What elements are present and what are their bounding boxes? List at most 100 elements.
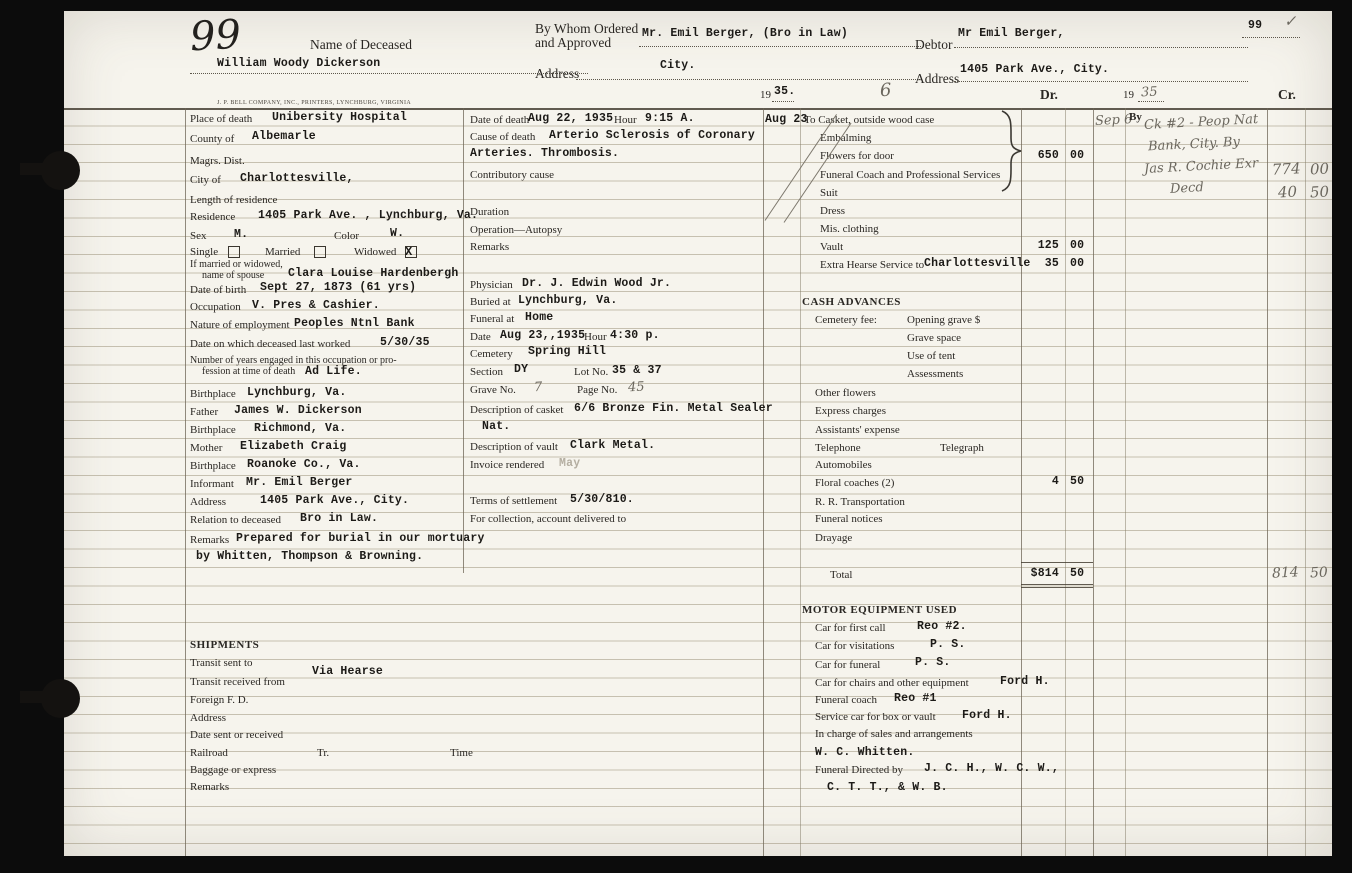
pencil-mark-6: 6	[879, 79, 892, 102]
motor-label: Car for funeral	[815, 659, 881, 671]
field-label: Foreign F. D.	[190, 694, 249, 706]
total-rule-bottom1	[1021, 584, 1093, 585]
charge-desc: To Casket, outside wood case	[804, 114, 935, 126]
charge-amount-dollars: 35	[1044, 257, 1059, 270]
field-label: Color	[334, 230, 360, 242]
motor-value: Reo #2.	[917, 620, 967, 633]
field-label: Date on which deceased last worked	[190, 338, 351, 350]
field-label: Date of death	[470, 114, 530, 126]
credit-date-handwritten: Sep 6	[1094, 112, 1133, 129]
charge-desc: Dress	[820, 205, 846, 217]
field-value: 35 & 37	[612, 364, 662, 377]
field-value: 1405 Park Ave. , Lynchburg, Va.	[258, 209, 479, 222]
field-label: Hour	[614, 114, 637, 126]
field-value: Spring Hill	[528, 345, 607, 358]
cash-label: Telegraph	[940, 442, 984, 454]
year-right-dots	[1138, 100, 1164, 102]
field-value: Bro in Law.	[300, 512, 379, 525]
scan-edge-right	[1332, 0, 1352, 873]
field-label: Date sent or received	[190, 729, 284, 741]
total-cents: 50	[1070, 567, 1085, 580]
dr-cents-rule	[1065, 108, 1066, 856]
field-value: Prepared for burial in our mortuary	[236, 532, 485, 545]
motor-label: Funeral coach	[815, 694, 877, 706]
field-label: Grave No.	[470, 384, 516, 396]
year-right-handwritten: 35	[1140, 84, 1158, 101]
field-label: Address	[190, 712, 227, 724]
field-label: Nature of employment	[190, 319, 290, 331]
year-left-prefix: 19	[760, 89, 771, 101]
field-label: Informant	[190, 478, 234, 490]
charge-desc: Extra Hearse Service to	[820, 259, 925, 271]
dr-amount-left-rule	[1021, 108, 1022, 856]
ledger-ruling	[62, 108, 1333, 856]
field-label: Remarks	[470, 241, 510, 253]
field-label: Invoice rendered	[470, 459, 545, 471]
motor-value: Ford H.	[1000, 675, 1050, 688]
debtor-address-value: 1405 Park Ave., City.	[960, 63, 1110, 76]
cash-advances-title: CASH ADVANCES	[802, 296, 901, 308]
cash-label: Telephone	[815, 442, 861, 454]
field-label: Lot No.	[574, 366, 609, 378]
record-card: 99 Name of Deceased William Woody Dicker…	[62, 10, 1333, 857]
page-no-handwritten: 45	[627, 379, 645, 396]
charges-group-brace	[1001, 110, 1022, 192]
credit-amount-cents: 50	[1309, 182, 1330, 202]
credit-amount-dollars: 40	[1277, 182, 1298, 202]
field-value: Unibersity Hospital	[272, 111, 407, 124]
cr-column-label: Cr.	[1278, 87, 1296, 102]
credit-total-dollars-handwritten: 814	[1271, 564, 1300, 582]
field-label: name of spouse	[202, 270, 265, 281]
field-label: Duration	[470, 206, 510, 218]
field-label: Description of vault	[470, 441, 558, 453]
field-value: Mr. Emil Berger	[246, 476, 353, 489]
middle-right-divider	[763, 108, 764, 856]
field-value: Arterio Sclerosis of Coronary	[549, 129, 755, 142]
ordered-label-line1: By Whom Ordered	[535, 21, 639, 36]
debtor-value: Mr Emil Berger,	[958, 27, 1065, 40]
cr-cents-rule	[1305, 108, 1306, 856]
charge-desc: Flowers for door	[820, 150, 894, 162]
field-label: Time	[450, 747, 473, 759]
charge-desc: Mis. clothing	[820, 223, 879, 235]
credit-total-cents-handwritten: 50	[1309, 564, 1329, 582]
field-label: Cemetery	[470, 348, 513, 360]
shipments-title: SHIPMENTS	[190, 639, 260, 651]
field-value: Via Hearse	[312, 665, 384, 678]
field-label: Birthplace	[190, 460, 236, 472]
motor-label: Funeral Directed by	[815, 764, 903, 776]
charge-desc: Vault	[820, 241, 844, 253]
ordered-value: Mr. Emil Berger, (Bro in Law)	[642, 27, 848, 40]
debtor-label: Debtor	[915, 37, 953, 52]
charge-desc: Suit	[820, 187, 838, 199]
field-label: Mother	[190, 442, 223, 454]
field-label: County of	[190, 133, 235, 145]
cash-label: R. R. Transportation	[815, 496, 905, 508]
field-value: Nat.	[482, 420, 511, 433]
credit-note-line: Decd	[1169, 180, 1205, 197]
debtor-address-dotted-line	[954, 80, 1248, 82]
page-number-dots	[1242, 36, 1300, 38]
field-label: Residence	[190, 211, 236, 223]
charge-desc: Funeral Coach and Professional Services	[820, 169, 1001, 181]
charge-amount-cents: 00	[1070, 149, 1085, 162]
field-value: Aug 23,,1935	[500, 329, 586, 342]
motor-label: In charge of sales and arrangements	[815, 728, 973, 740]
name-dotted-line	[190, 72, 588, 74]
widowed-checkbox	[405, 246, 417, 258]
field-label: Terms of settlement	[470, 495, 558, 507]
field-label: Hour	[584, 331, 607, 343]
cr-date-column-rule	[1125, 108, 1126, 856]
cash-label: Use of tent	[907, 350, 956, 362]
field-value: 1405 Park Ave., City.	[260, 494, 410, 507]
field-value: Lynchburg, Va.	[518, 294, 618, 307]
motor-value: C. T. T., & W. B.	[827, 781, 948, 794]
field-label: Funeral at	[470, 313, 515, 325]
field-label: Father	[190, 406, 219, 418]
field-label: Transit received from	[190, 676, 285, 688]
name-of-deceased-label: Name of Deceased	[310, 37, 412, 52]
field-label: Railroad	[190, 747, 228, 759]
field-value: Peoples Ntnl Bank	[294, 317, 415, 330]
year-right-prefix: 19	[1123, 89, 1134, 101]
debtor-dotted-line	[954, 46, 1248, 48]
